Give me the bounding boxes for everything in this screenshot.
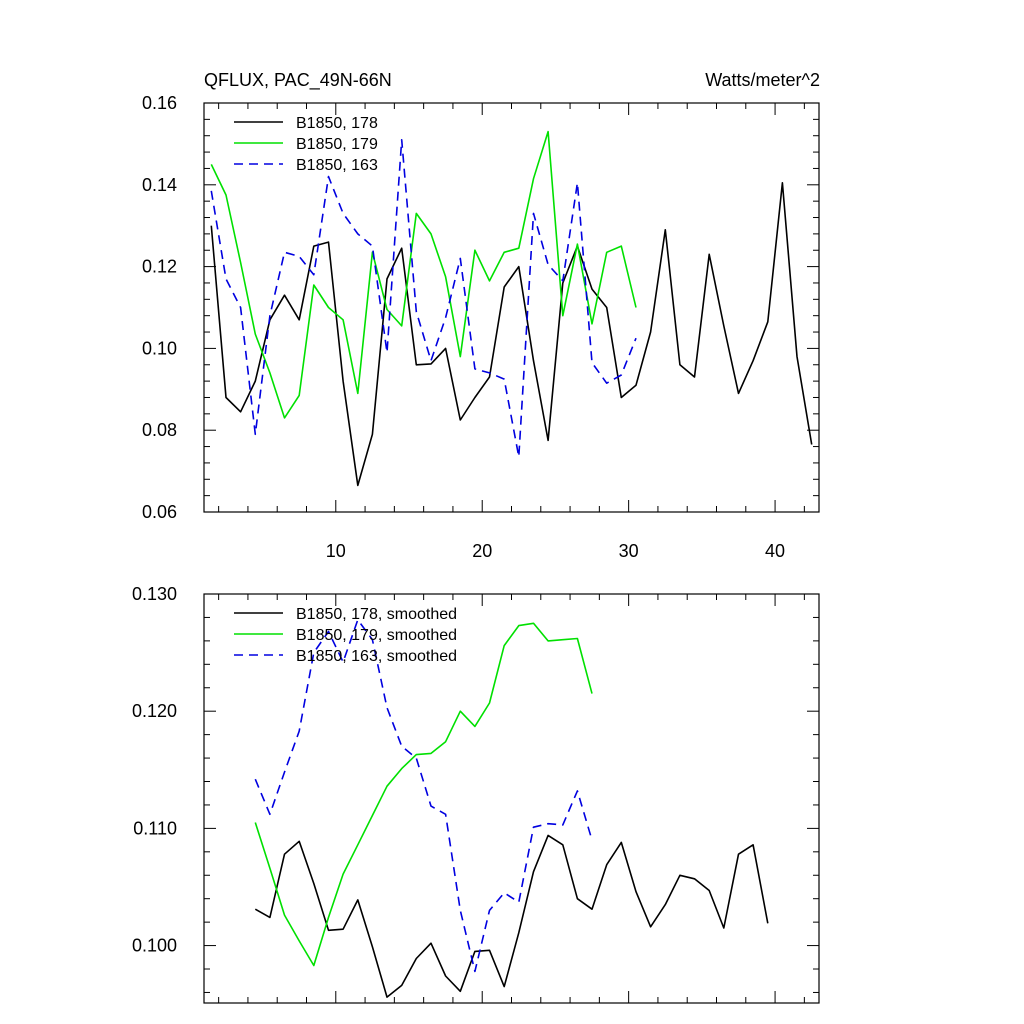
y-tick-label: 0.120 <box>132 701 177 721</box>
legend-label-3: B1850, 163, smoothed <box>296 648 457 665</box>
x-tick-label: 40 <box>765 541 785 561</box>
series-line-3 <box>254 618 593 973</box>
bottom-series <box>254 618 769 998</box>
y-tick-label: 0.14 <box>142 175 177 195</box>
legend-label-2: B1850, 179 <box>296 136 378 153</box>
top-series <box>210 130 813 487</box>
series-line-1 <box>254 834 769 998</box>
y-tick-label: 0.100 <box>132 936 177 956</box>
bottom-legend: B1850, 178, smoothed B1850, 179, smoothed… <box>234 606 457 665</box>
units-label: Watts/meter^2 <box>705 70 820 90</box>
y-tick-label: 0.12 <box>142 257 177 277</box>
x-tick-label: 30 <box>619 541 639 561</box>
legend-label-2: B1850, 179, smoothed <box>296 627 457 644</box>
legend-label-3: B1850, 163 <box>296 157 378 174</box>
top-panel: QFLUX, PAC_49N-66N Watts/meter^2 0.060.0… <box>142 70 820 561</box>
x-tick-label: 10 <box>326 541 346 561</box>
legend-label-1: B1850, 178 <box>296 115 378 132</box>
y-tick-label: 0.110 <box>133 818 177 838</box>
y-tick-label: 0.06 <box>142 502 177 522</box>
series-line-2 <box>254 622 593 967</box>
bottom-ticks: 0.100 0.110 0.120 0.130 <box>132 584 819 1003</box>
top-legend: B1850, 178 B1850, 179 B1850, 163 <box>234 115 378 174</box>
y-tick-label: 0.08 <box>142 420 177 440</box>
y-tick-label: 0.130 <box>132 584 177 604</box>
top-ticks: 0.06 0.08 0.10 0.12 0.14 0.16 10 20 30 40 <box>142 93 819 561</box>
y-tick-label: 0.10 <box>142 338 177 358</box>
legend-label-1: B1850, 178, smoothed <box>296 606 457 623</box>
series-line-2 <box>210 130 637 419</box>
y-tick-label: 0.16 <box>142 93 177 113</box>
x-tick-label: 20 <box>472 541 492 561</box>
bottom-panel: 0.100 0.110 0.120 0.130 B1850, 178, smoothe… <box>132 584 820 1004</box>
chart-title: QFLUX, PAC_49N-66N <box>204 70 392 91</box>
series-line-1 <box>210 182 813 487</box>
series-line-3 <box>210 139 637 458</box>
